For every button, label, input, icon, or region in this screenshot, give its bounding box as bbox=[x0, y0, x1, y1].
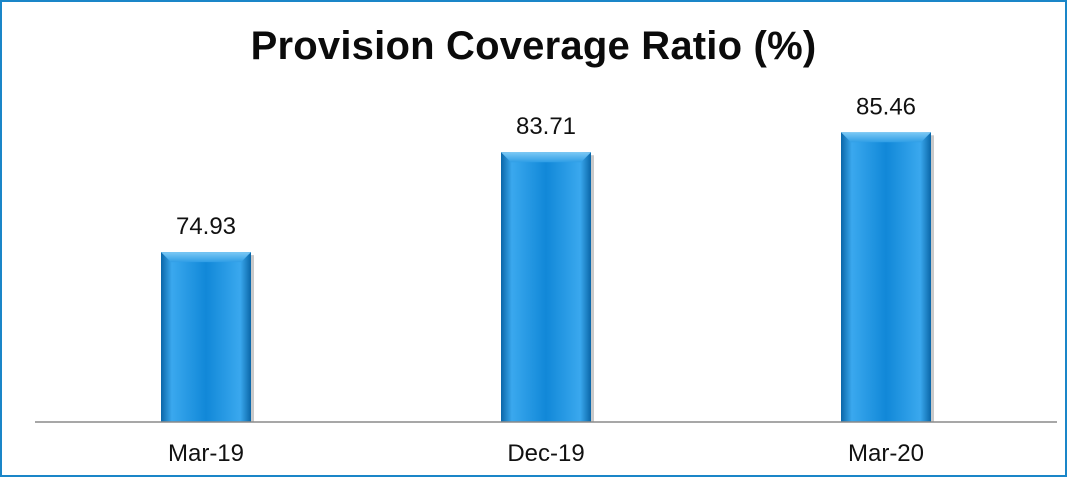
bar-bevel bbox=[501, 152, 591, 163]
bar-dec-19 bbox=[501, 152, 591, 423]
value-label: 85.46 bbox=[856, 93, 916, 120]
bars-group bbox=[161, 132, 934, 423]
bar-bevel bbox=[161, 252, 251, 263]
value-label: 74.93 bbox=[176, 213, 236, 240]
x-tick-label: Mar-19 bbox=[168, 440, 244, 467]
chart-title: Provision Coverage Ratio (%) bbox=[250, 24, 817, 68]
bar-mar-20 bbox=[841, 132, 931, 422]
value-label: 83.71 bbox=[516, 113, 576, 140]
labels-group: 74.93 Mar-19 83.71 Dec-19 85.46 Mar-20 bbox=[168, 93, 924, 467]
bar-mar-19 bbox=[161, 252, 251, 422]
x-tick-label: Mar-20 bbox=[848, 440, 924, 467]
x-tick-label: Dec-19 bbox=[507, 440, 584, 467]
bar-bevel bbox=[841, 132, 931, 143]
